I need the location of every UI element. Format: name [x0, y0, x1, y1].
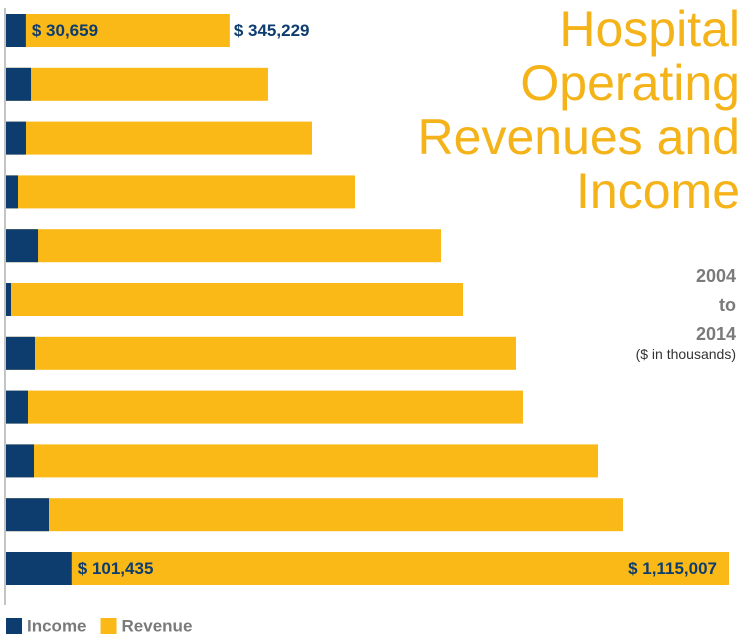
legend-swatch	[100, 618, 117, 634]
legend-label: Revenue	[122, 616, 193, 635]
legend-swatch	[6, 618, 22, 634]
unit-note: ($ in thousands)	[635, 346, 736, 362]
revenue-bar	[6, 229, 442, 263]
revenue-bar	[6, 121, 312, 155]
revenue-bar	[6, 283, 464, 316]
income-bar	[6, 14, 26, 47]
legend-label: Income	[27, 616, 87, 635]
income-bar	[6, 444, 35, 478]
income-bar	[6, 283, 11, 316]
chart-subtitle: 2004 to 2014	[695, 266, 736, 344]
revenue-bar	[6, 336, 516, 370]
chart-title: Hospital Operating Revenues and Income	[417, 1, 740, 219]
income-bar	[6, 552, 72, 585]
income-bar	[6, 336, 35, 370]
value-label: $ 1,115,007	[628, 559, 717, 578]
income-bar	[6, 229, 39, 263]
revenue-bar	[6, 175, 355, 209]
revenue-bar	[6, 552, 729, 585]
income-bar	[6, 121, 26, 155]
revenue-bar	[6, 444, 599, 478]
revenue-bar	[6, 14, 230, 47]
value-label: $ 345,229	[234, 21, 310, 40]
income-bar	[6, 175, 18, 209]
revenue-bar	[6, 390, 523, 424]
income-bar	[6, 67, 32, 101]
value-label: $ 30,659	[32, 21, 98, 40]
revenue-bar	[6, 67, 268, 101]
revenue-bar	[6, 498, 623, 532]
value-label: $ 101,435	[78, 559, 154, 578]
income-bar	[6, 498, 49, 532]
income-bar	[6, 390, 28, 424]
